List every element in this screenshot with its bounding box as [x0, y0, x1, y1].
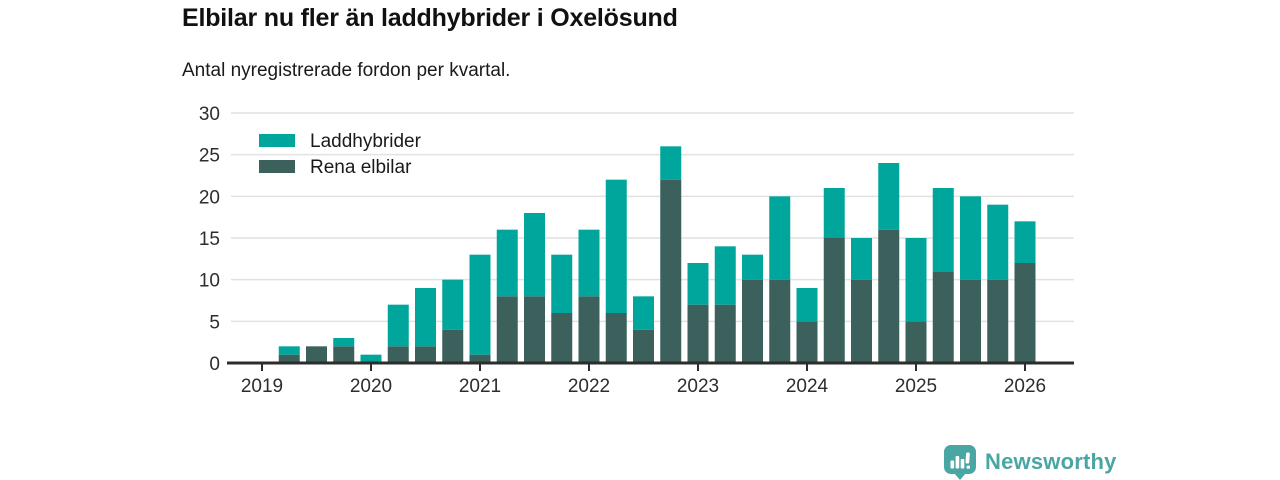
x-axis-tick-label: 2026: [1004, 376, 1046, 397]
bar-segment-laddhybrider: [578, 229, 600, 297]
x-axis-tick-label: 2019: [241, 376, 283, 397]
bar-segment-laddhybrider: [769, 196, 791, 280]
chart-title: Elbilar nu fler än laddhybrider i Oxelös…: [182, 4, 678, 32]
x-axis-tick-label: 2024: [786, 376, 829, 397]
bar-segment-rena-elbilar: [987, 279, 1009, 363]
bar-segment-laddhybrider: [333, 338, 355, 347]
bar-segment-rena-elbilar: [660, 179, 682, 363]
bar-segment-rena-elbilar: [878, 229, 900, 363]
bar-segment-rena-elbilar: [442, 329, 464, 363]
bar-segment-rena-elbilar: [796, 321, 818, 363]
y-axis-tick-label: 20: [199, 187, 220, 208]
bar-segment-rena-elbilar: [551, 313, 573, 363]
legend-label: Laddhybrider: [310, 131, 422, 152]
y-axis-tick-label: 10: [199, 271, 220, 292]
legend-label: Rena elbilar: [310, 157, 412, 178]
bar-segment-rena-elbilar: [905, 321, 927, 363]
y-axis-tick-label: 0: [209, 354, 220, 375]
bar-segment-laddhybrider: [524, 213, 545, 297]
y-axis-tick-label: 25: [199, 146, 220, 167]
bar-segment-rena-elbilar: [823, 238, 845, 363]
bar-segment-laddhybrider: [387, 304, 409, 347]
bar-segment-rena-elbilar: [851, 279, 872, 363]
bar-segment-laddhybrider: [496, 229, 518, 297]
y-axis-tick-label: 5: [209, 312, 220, 333]
bar-segment-laddhybrider: [878, 163, 900, 230]
x-axis-tick-label: 2023: [677, 376, 719, 397]
bar-segment-laddhybrider: [278, 346, 300, 355]
bar-segment-laddhybrider: [415, 288, 436, 347]
bar-segment-rena-elbilar: [306, 346, 327, 363]
bar-segment-laddhybrider: [1014, 221, 1036, 263]
bar-segment-rena-elbilar: [960, 279, 981, 363]
bar-segment-rena-elbilar: [415, 346, 436, 363]
bar-segment-laddhybrider: [823, 188, 845, 238]
bar-segment-laddhybrider: [660, 146, 682, 180]
bar-segment-rena-elbilar: [524, 296, 545, 363]
bar-segment-rena-elbilar: [742, 279, 763, 363]
bar-segment-rena-elbilar: [578, 296, 600, 363]
legend-swatch: [259, 160, 295, 173]
bar-segment-laddhybrider: [851, 238, 872, 280]
bar-segment-laddhybrider: [742, 254, 763, 280]
x-axis-tick-label: 2020: [350, 376, 392, 397]
bar-segment-laddhybrider: [605, 179, 627, 313]
bar-segment-laddhybrider: [714, 246, 736, 305]
y-axis-tick-label: 30: [199, 104, 220, 125]
legend-swatch: [259, 134, 295, 147]
bar-segment-laddhybrider: [360, 354, 382, 363]
bar-segment-rena-elbilar: [714, 304, 736, 363]
bar-segment-rena-elbilar: [932, 271, 954, 363]
bar-segment-laddhybrider: [960, 196, 981, 280]
chart-subtitle: Antal nyregistrerade fordon per kvartal.: [182, 60, 511, 81]
bar-segment-rena-elbilar: [633, 329, 654, 363]
bar-segment-laddhybrider: [442, 279, 464, 330]
bar-segment-laddhybrider: [633, 296, 654, 330]
x-axis-tick-label: 2025: [895, 376, 937, 397]
bar-segment-rena-elbilar: [469, 354, 491, 363]
bar-segment-rena-elbilar: [333, 346, 355, 363]
bar-segment-laddhybrider: [687, 263, 709, 305]
bar-segment-rena-elbilar: [605, 313, 627, 363]
bar-segment-laddhybrider: [469, 254, 491, 355]
bar-segment-laddhybrider: [987, 204, 1009, 280]
bar-segment-laddhybrider: [932, 188, 954, 272]
bar-segment-laddhybrider: [796, 288, 818, 322]
x-axis-tick-label: 2021: [459, 376, 501, 397]
y-axis-tick-label: 15: [199, 229, 220, 250]
bar-segment-laddhybrider: [905, 238, 927, 322]
newsworthy-branding[interactable]: Newsworthy: [943, 444, 1117, 480]
bar-segment-rena-elbilar: [769, 279, 791, 363]
bar-segment-rena-elbilar: [278, 354, 300, 363]
bar-segment-rena-elbilar: [1014, 263, 1036, 363]
bar-segment-laddhybrider: [551, 254, 573, 313]
newsworthy-logo-icon: [944, 445, 976, 480]
bar-segment-rena-elbilar: [387, 346, 409, 363]
x-axis-tick-label: 2022: [568, 376, 610, 397]
bar-segment-rena-elbilar: [496, 296, 518, 363]
newsworthy-wordmark: Newsworthy: [985, 449, 1117, 474]
bar-segment-rena-elbilar: [687, 304, 709, 363]
